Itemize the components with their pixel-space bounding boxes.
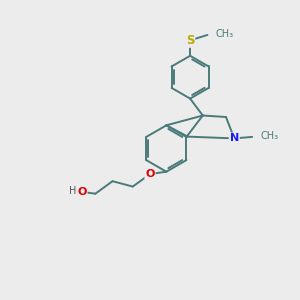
Text: S: S [186, 34, 194, 47]
Text: O: O [145, 169, 155, 179]
Text: CH₃: CH₃ [260, 131, 279, 141]
Text: H: H [69, 186, 76, 196]
Text: CH₃: CH₃ [216, 29, 234, 39]
Text: O: O [77, 187, 87, 197]
Text: N: N [230, 134, 239, 143]
